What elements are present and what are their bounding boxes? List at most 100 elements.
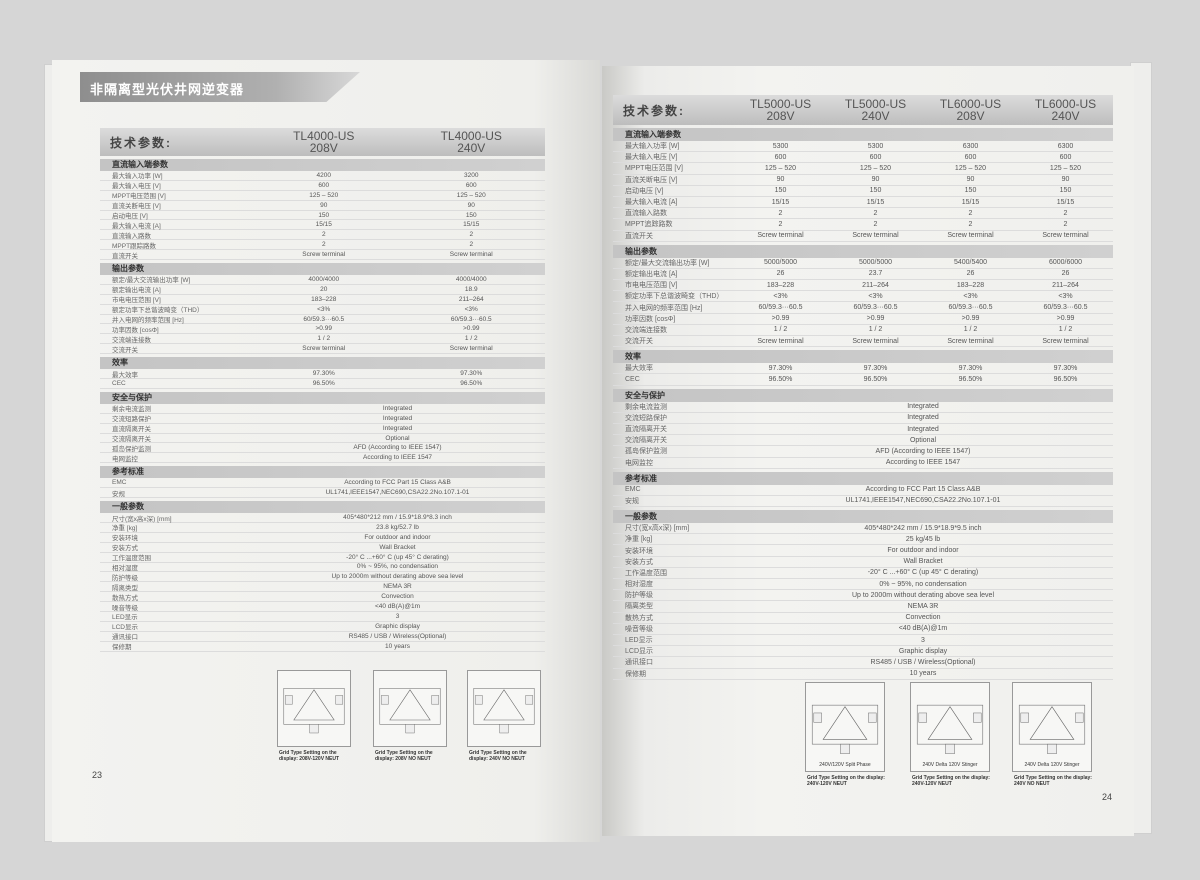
row-value: Convection	[905, 614, 941, 622]
row-value: Screw terminal	[449, 251, 493, 259]
row-value: 15/15	[961, 198, 980, 206]
row-value: Screw terminal	[852, 232, 899, 240]
row-value: 125 – 520	[764, 164, 797, 172]
section-header: 效率	[100, 357, 545, 370]
row-label: 并入电网的频率范围 [Hz]	[625, 304, 703, 312]
page-number: 23	[92, 770, 103, 780]
diagram-caption: Grid Type Setting on the display: 240V-1…	[912, 775, 990, 787]
diagram-caption: Grid Type Setting on the display: 208V N…	[375, 750, 433, 762]
row-value: 60/59.3···60.5	[1043, 304, 1088, 312]
row-value: 0% ~ 95%, no condensation	[879, 580, 967, 588]
table-row: 市电电压范围 [V] 183–228 211–264 183–228 211–264	[613, 280, 1113, 292]
row-label: 剩余电流监测	[112, 406, 151, 414]
row-value: >0.99	[866, 315, 885, 323]
page-number: 24	[1102, 792, 1113, 802]
table-row: 安装方式 Wall Bracket	[613, 557, 1113, 568]
table-row: 剩余电流监测 Integrated	[100, 404, 545, 414]
row-value: 1 / 2	[1058, 326, 1073, 334]
row-label: EMC	[625, 486, 641, 494]
table-row: 散热方式 Convection	[613, 613, 1113, 624]
row-label: 剩余电流监测	[625, 403, 667, 411]
wiring-diagram-graphic	[916, 704, 984, 754]
row-label: LCD显示	[625, 648, 654, 656]
row-value: Screw terminal	[1042, 337, 1089, 345]
table-row: CEC 96.50% 96.50% 96.50% 96.50%	[613, 374, 1113, 386]
right-page: 技术参数: TL5000-US 208V TL5000-US 240V TL6000-US…	[602, 66, 1134, 836]
row-value: 25 kg/45 lb	[905, 535, 941, 543]
table-row: 相对湿度 0% ~ 95%, no condensation	[613, 579, 1113, 591]
table-row: 最大输入功率 [W] 4200 3200	[100, 171, 545, 181]
row-value: 150	[318, 211, 330, 219]
row-value: 15/15	[463, 221, 480, 229]
row-label: 安规	[625, 497, 639, 505]
row-label: 通讯接口	[625, 659, 653, 667]
row-value: 600	[318, 181, 330, 189]
row-label: 保修期	[625, 670, 646, 678]
table-row: 最大输入电压 [V] 600 600 600 600	[613, 152, 1113, 164]
row-label: MPPT追踪路数	[625, 221, 673, 229]
section-header: 效率	[613, 350, 1113, 364]
row-value: 96.50%	[460, 379, 483, 387]
row-value: 90	[1061, 176, 1070, 184]
row-value: 97.30%	[863, 364, 888, 372]
row-value: <3%	[464, 305, 478, 313]
section-header: 一般参数	[613, 510, 1113, 524]
row-label: 隔离类型	[112, 584, 138, 592]
table-row: 额定功率下总谐波畸变（THD） <3% <3% <3% <3%	[613, 291, 1113, 303]
row-value: 405*480*242 mm / 15.9*18.9*9.5 inch	[864, 524, 982, 532]
row-value: 6300	[1057, 142, 1074, 150]
row-value: 2	[778, 209, 783, 217]
diagram-caption: Grid Type Setting on the display: 240V N…	[469, 750, 527, 762]
row-value: 26	[776, 270, 785, 278]
table-row: 隔离类型 NEMA 3R	[613, 601, 1113, 613]
table-row: 直流开关 Screw terminal Screw terminal Screw te…	[613, 231, 1113, 242]
row-value: Screw terminal	[757, 337, 804, 345]
table-row: 交流开关 Screw terminal Screw terminal Screw te…	[613, 336, 1113, 348]
row-value: 15/15	[315, 221, 332, 229]
page-banner: 非隔离型光伏井网逆变器	[80, 72, 360, 102]
row-value: 97.30%	[460, 370, 483, 378]
section-header: 一般参数	[100, 501, 545, 514]
section-header: 输出参数	[613, 244, 1113, 258]
row-value: Screw terminal	[449, 345, 493, 353]
row-value: 6000/6000	[1048, 259, 1083, 267]
row-value: UL1741,IEEE1547,NEC690,CSA22.2No.107.1-0…	[325, 489, 470, 497]
row-label: 交流隔离开关	[625, 437, 667, 445]
row-value: -20° C ...+60° C (up 45° C derating)	[867, 569, 979, 577]
row-label: 安装方式	[625, 558, 653, 566]
section-header: 直流输入端参数	[613, 128, 1113, 141]
row-value: 15/15	[771, 198, 790, 206]
model-voltage: 208V	[309, 141, 338, 155]
row-value: According to FCC Part 15 Class A&B	[865, 486, 981, 494]
row-value: 150	[869, 187, 882, 195]
wiring-diagram	[277, 670, 351, 747]
row-value: 5000/5000	[763, 259, 798, 267]
row-value: 5300	[772, 142, 789, 150]
model-voltage: 240V	[1051, 109, 1080, 123]
row-value: 211–264	[458, 295, 484, 303]
row-value: <40 dB(A)@1m	[898, 625, 948, 633]
row-value: 3	[921, 636, 925, 644]
row-value: 150	[774, 187, 787, 195]
model-name: TL5000-US	[844, 97, 907, 111]
section-header: 安全与保护	[613, 388, 1113, 402]
diagram-caption: Grid Type Setting on the display: 240V N…	[1014, 775, 1092, 787]
table-row: 防护等级 Up to 2000m without derating above s…	[100, 572, 545, 583]
row-value: 2	[321, 241, 326, 249]
table-row: 保修期 10 years	[613, 669, 1113, 680]
row-value: 125 – 520	[1049, 164, 1082, 172]
row-value: 0% ~ 95%, no condensation	[356, 563, 439, 571]
row-label: 最大输入功率 [W]	[625, 143, 680, 151]
table-row: 最大输入电压 [V] 600 600	[100, 181, 545, 191]
table-row: 剩余电流监测 Integrated	[613, 402, 1113, 413]
row-label: 额定输出电流 [A]	[625, 270, 678, 278]
row-value: 23.7	[868, 270, 883, 278]
row-value: 96.50%	[768, 375, 793, 383]
row-label: 直流隔离开关	[112, 426, 151, 434]
row-value: 97.30%	[312, 370, 335, 378]
section-header: 直流输入端参数	[100, 159, 545, 171]
row-label: 安装环境	[625, 547, 653, 555]
row-value: Wall Bracket	[379, 543, 416, 551]
row-value: 183–228	[956, 281, 985, 289]
row-label: 直流隔离开关	[625, 426, 667, 434]
